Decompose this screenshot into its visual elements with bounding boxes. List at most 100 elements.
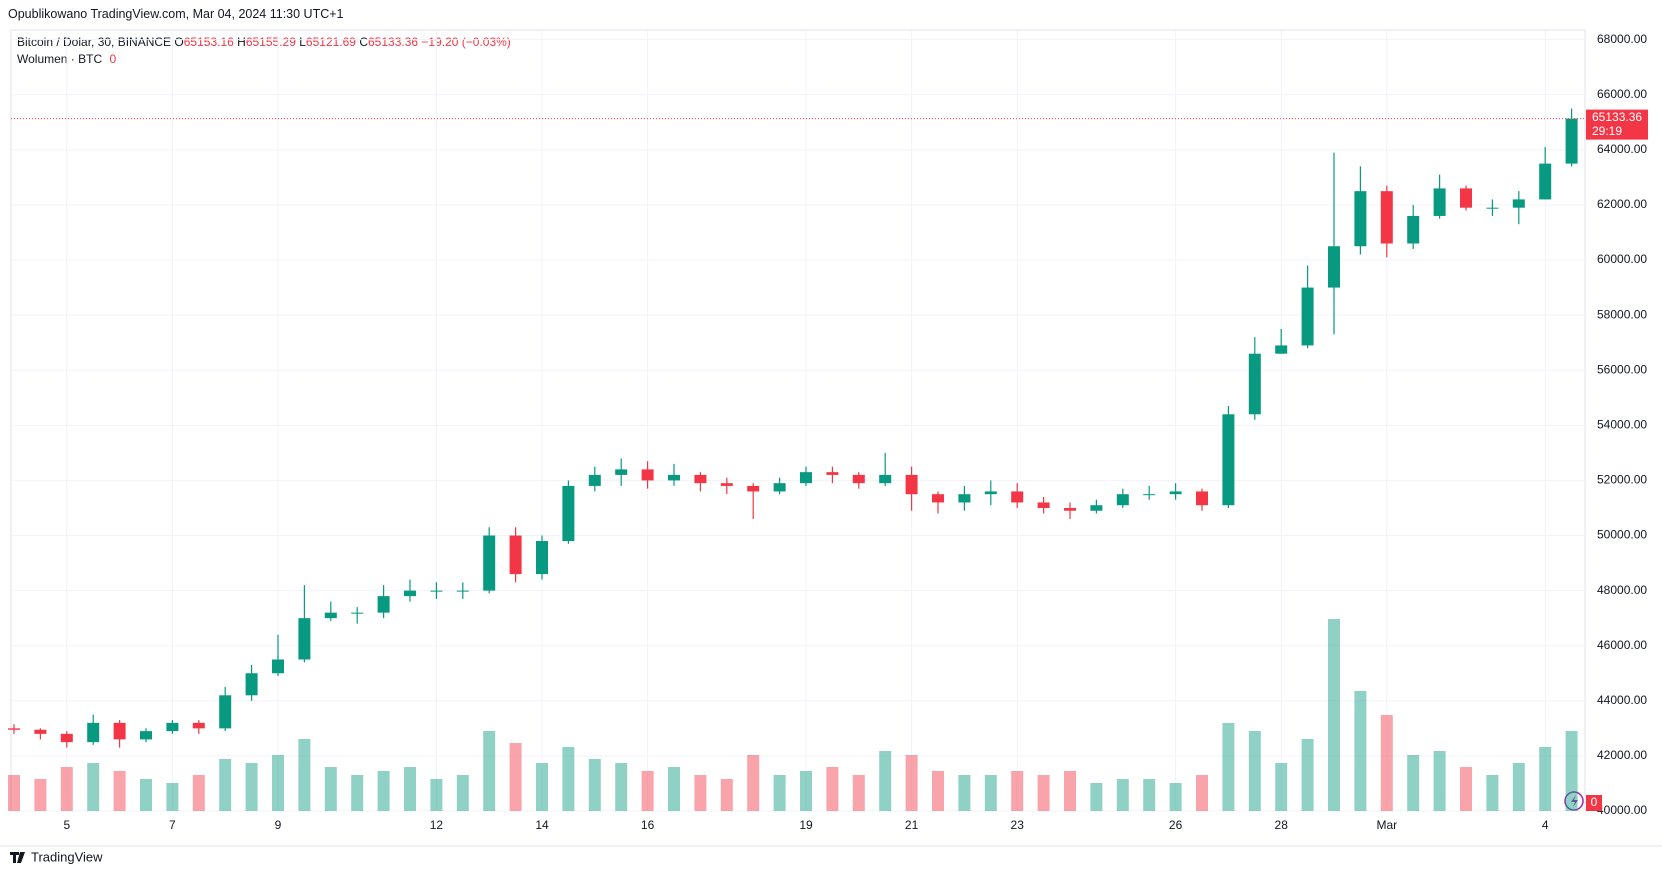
candle-body bbox=[1512, 199, 1525, 208]
volume-bar bbox=[60, 767, 73, 811]
volume-bar bbox=[800, 771, 812, 811]
candle-body bbox=[87, 722, 100, 743]
y-tick-label: 50000.00 bbox=[1597, 528, 1647, 542]
volume-bar bbox=[1380, 715, 1393, 811]
y-tick-label: 60000.00 bbox=[1597, 252, 1647, 266]
x-tick-label: 9 bbox=[275, 818, 282, 832]
candle-body bbox=[113, 722, 126, 740]
candle-body bbox=[1196, 491, 1208, 506]
volume-bar bbox=[641, 771, 654, 811]
candle-body bbox=[430, 590, 443, 592]
volume-bar bbox=[879, 751, 892, 811]
volume-bar bbox=[932, 771, 944, 811]
candle-body bbox=[1116, 494, 1129, 506]
published-note: Opublikowano TradingView.com, Mar 04, 20… bbox=[8, 7, 344, 21]
volume-bar bbox=[747, 755, 760, 811]
volume-bar bbox=[773, 775, 786, 811]
candle-body bbox=[219, 695, 232, 729]
volume-bar bbox=[192, 775, 205, 811]
candle-body bbox=[483, 535, 496, 591]
volume-bar bbox=[1090, 783, 1103, 811]
volume-bar bbox=[483, 731, 496, 811]
volume-bar bbox=[1248, 731, 1261, 811]
candle-body bbox=[1090, 505, 1103, 511]
last-price-badge bbox=[1586, 109, 1648, 140]
x-tick-label: 4 bbox=[1542, 818, 1549, 832]
volume-bar bbox=[1169, 783, 1182, 811]
candle-body bbox=[140, 731, 152, 740]
candle-body bbox=[166, 722, 179, 732]
x-tick-label: 5 bbox=[63, 818, 70, 832]
volume-bar bbox=[245, 763, 258, 811]
volume-bar bbox=[272, 755, 284, 811]
candle-body bbox=[1301, 287, 1314, 346]
ohlc-key: H bbox=[237, 35, 246, 49]
volume-bar bbox=[852, 775, 865, 811]
volume-bar bbox=[404, 767, 416, 811]
candle-body bbox=[773, 483, 786, 492]
volume-badge bbox=[1586, 795, 1602, 811]
volume-bar bbox=[1354, 691, 1367, 811]
y-tick-label: 52000.00 bbox=[1597, 473, 1647, 487]
volume-bar bbox=[1037, 775, 1050, 811]
x-tick-label: 21 bbox=[905, 818, 919, 832]
volume-bar bbox=[1116, 779, 1129, 811]
volume-bar bbox=[1222, 723, 1235, 811]
y-tick-label: 66000.00 bbox=[1597, 87, 1647, 101]
volume-bar bbox=[1196, 775, 1208, 811]
ohlc-key: O bbox=[174, 35, 184, 49]
volume-bars bbox=[8, 619, 1578, 811]
volume-bar bbox=[615, 763, 628, 811]
candle-body bbox=[1275, 345, 1288, 354]
volume-badge-label: 0 bbox=[1591, 795, 1598, 809]
y-tick-label: 56000.00 bbox=[1597, 362, 1647, 376]
x-tick-label: 28 bbox=[1275, 818, 1289, 832]
candle-body bbox=[192, 722, 205, 729]
volume-bar bbox=[720, 779, 733, 811]
candle-body bbox=[826, 472, 839, 475]
candle-body bbox=[1248, 353, 1261, 415]
candle-body bbox=[588, 474, 601, 486]
symbol-legend: Bitcoin / Dolar, 30, BINANCE O65153.16 H… bbox=[17, 35, 511, 49]
brand-logo bbox=[10, 852, 25, 863]
ohlc-value: 65155.29 bbox=[245, 35, 296, 49]
y-tick-label: 62000.00 bbox=[1597, 197, 1647, 211]
volume-bar bbox=[8, 775, 20, 811]
candle-body bbox=[1565, 118, 1578, 164]
x-tick-label: 16 bbox=[641, 818, 655, 832]
candle-body bbox=[932, 494, 944, 503]
volume-bar bbox=[984, 775, 997, 811]
volume-bar bbox=[1064, 771, 1076, 811]
ohlc-key: C bbox=[359, 35, 368, 49]
candle-body bbox=[1064, 507, 1076, 511]
price-change: −19.20 (−0.03%) bbox=[421, 35, 511, 49]
volume-bar bbox=[87, 763, 100, 811]
volume-bar bbox=[536, 763, 548, 811]
volume-bar bbox=[34, 779, 47, 811]
candle-body bbox=[1222, 414, 1235, 506]
volume-bar bbox=[298, 739, 311, 811]
volume-bar bbox=[958, 775, 971, 811]
y-tick-label: 48000.00 bbox=[1597, 583, 1647, 597]
candle-body bbox=[852, 474, 865, 484]
candle-body bbox=[641, 469, 654, 481]
candle-body bbox=[800, 472, 812, 484]
candle-body bbox=[1380, 191, 1393, 244]
candle-body bbox=[958, 494, 971, 503]
symbol-title: Bitcoin / Dolar, 30, BINANCE bbox=[17, 35, 172, 49]
volume-bar bbox=[219, 759, 232, 811]
volume-now: 0 bbox=[109, 52, 117, 66]
candle-body bbox=[1143, 494, 1156, 496]
candle-body bbox=[747, 485, 760, 492]
volume-bar bbox=[377, 771, 390, 811]
alert-icon-bolt bbox=[1571, 795, 1578, 807]
candle-body bbox=[1037, 502, 1050, 508]
volume-bar bbox=[509, 743, 522, 811]
candle-body bbox=[720, 483, 733, 486]
volume-bar bbox=[351, 775, 364, 811]
candle-body bbox=[404, 590, 416, 597]
candle-body bbox=[668, 474, 680, 481]
ohlc-value: 65133.36 bbox=[368, 35, 419, 49]
ohlc-value: 65121.69 bbox=[305, 35, 356, 49]
